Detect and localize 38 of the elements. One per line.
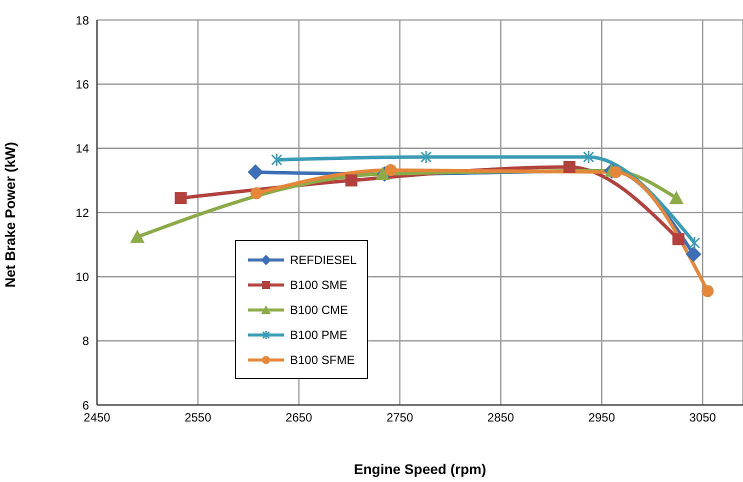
legend-label: B100 PME bbox=[290, 328, 348, 342]
x-tick-label: 2950 bbox=[588, 410, 616, 425]
point bbox=[702, 285, 714, 298]
point bbox=[669, 190, 684, 204]
point bbox=[130, 230, 145, 243]
point bbox=[610, 166, 622, 178]
x-tick-label: 2650 bbox=[286, 410, 313, 425]
point bbox=[384, 164, 397, 176]
point bbox=[583, 150, 594, 164]
y-axis-title: Net Brake Power (kW) bbox=[2, 142, 18, 288]
point bbox=[375, 166, 390, 180]
x-tick-label: 2750 bbox=[386, 410, 414, 425]
point bbox=[248, 164, 264, 180]
legend-label: B100 SFME bbox=[290, 352, 355, 366]
legend-label: B100 SME bbox=[290, 278, 348, 292]
legend-label: REFDIESEL bbox=[290, 252, 357, 266]
y-tick-label: 18 bbox=[76, 13, 90, 28]
point bbox=[563, 160, 576, 173]
y-tick-label: 8 bbox=[82, 334, 90, 348]
point bbox=[345, 174, 358, 186]
y-tick-label: 6 bbox=[82, 398, 90, 412]
x-tick-label: 2450 bbox=[84, 410, 111, 425]
point bbox=[672, 233, 684, 246]
x-axis-title: Engine Speed (rpm) bbox=[354, 461, 486, 477]
y-tick-label: 12 bbox=[76, 206, 90, 220]
point bbox=[250, 187, 262, 200]
point bbox=[271, 153, 282, 167]
x-tick-label: 3050 bbox=[689, 410, 716, 425]
x-tick-label: 2550 bbox=[184, 410, 212, 425]
point bbox=[689, 236, 700, 250]
point bbox=[174, 192, 187, 204]
point bbox=[420, 150, 432, 164]
y-tick-label: 14 bbox=[76, 142, 90, 156]
point bbox=[686, 246, 702, 262]
y-tick-label: 16 bbox=[76, 77, 90, 92]
x-tick-label: 2850 bbox=[487, 410, 514, 425]
y-tick-label: 10 bbox=[76, 270, 90, 284]
legend-label: B100 CME bbox=[290, 302, 348, 316]
